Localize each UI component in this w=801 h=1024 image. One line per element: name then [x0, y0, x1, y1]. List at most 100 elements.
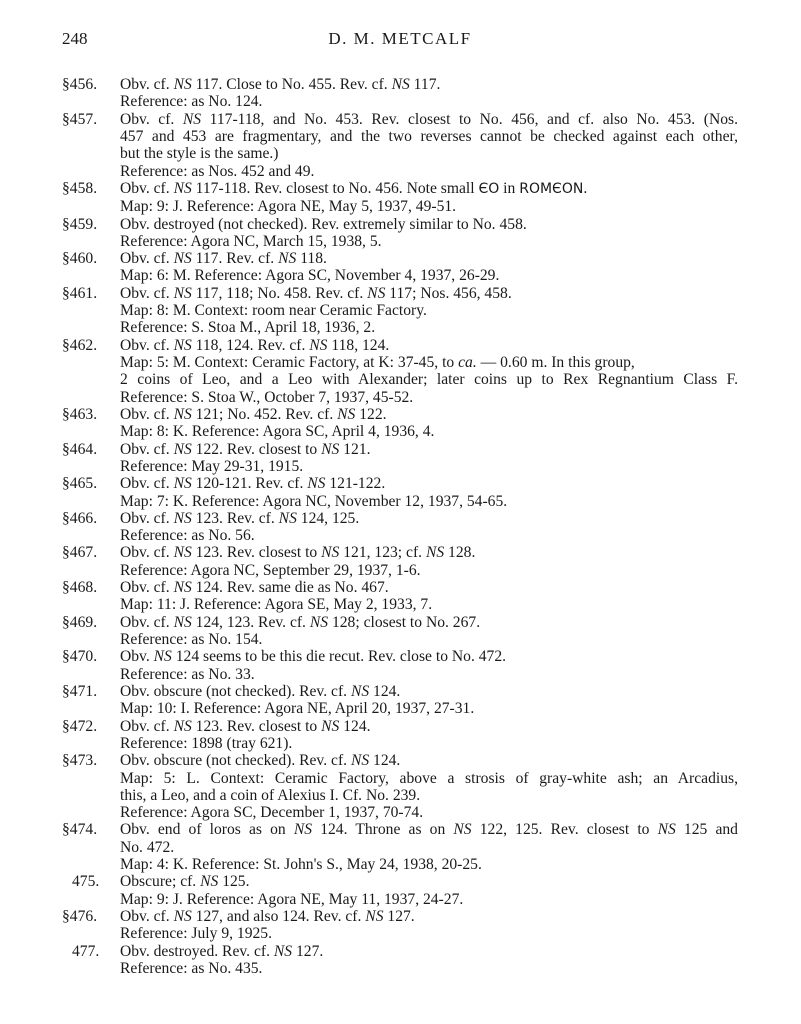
- catalogue-entry: 477. Obv. destroyed. Rev. cf. NS 127. Refe…: [62, 943, 738, 978]
- italic-term: NS: [321, 544, 340, 562]
- entry-line: Obv. cf. NS 123. Rev. closest to NS 124.: [120, 717, 371, 735]
- italic-term: NS: [321, 440, 340, 458]
- entry-number: §465.: [62, 475, 98, 493]
- entry-line: Obv. cf. NS 117-118, and No. 453. Rev. c…: [120, 110, 738, 128]
- italic-term: NS: [173, 284, 192, 302]
- catalogue-entry: §467. Obv. cf. NS 123. Rev. closest to NS…: [62, 544, 738, 579]
- entry-line: Reference: S. Stoa M., April 18, 1936, 2…: [120, 319, 376, 337]
- entry-line: Obv. obscure (not checked). Rev. cf. NS …: [120, 682, 401, 700]
- entry-number: §457.: [62, 110, 98, 128]
- italic-term: NS: [321, 717, 340, 735]
- entry-line: Obv. destroyed. Rev. cf. NS 127.: [120, 942, 324, 960]
- entry-number: §462.: [62, 336, 98, 354]
- italic-term: NS: [173, 250, 192, 268]
- entry-line: Reference: as No. 56.: [120, 527, 255, 545]
- italic-term: NS: [350, 682, 370, 700]
- italic-term: NS: [173, 76, 192, 93]
- italic-term: NS: [173, 544, 192, 562]
- entry-number: 475.: [72, 873, 100, 891]
- entry-number: §459.: [62, 215, 98, 233]
- catalogue-entries: §456. Obv. cf. NS 117. Close to No. 455. …: [62, 76, 738, 977]
- entry-number: §476.: [62, 908, 98, 925]
- entry-line: Obv. cf. NS 122. Rev. closest to NS 121.: [120, 440, 371, 458]
- italic-term: NS: [173, 579, 192, 597]
- entry-line: Reference: as No. 435.: [120, 959, 263, 977]
- entry-number: §468.: [62, 579, 98, 597]
- entry-number: §467.: [62, 544, 98, 562]
- italic-term: NS: [173, 717, 192, 735]
- italic-term: NS: [173, 336, 192, 354]
- entry-line: Obscure; cf. NS 125.: [120, 873, 250, 891]
- entry-line: Reference: May 29-31, 1915.: [120, 457, 304, 475]
- italic-term: NS: [425, 544, 445, 562]
- running-head: D. M. METCALF: [328, 29, 472, 48]
- entry-line: Reference: Agora NC, September 29, 1937,…: [120, 561, 421, 579]
- italic-term: NS: [173, 613, 192, 631]
- catalogue-entry: §473. Obv. obscure (not checked). Rev. cf…: [62, 752, 738, 821]
- italic-term: NS: [173, 440, 192, 458]
- inscription-text: ЄO: [478, 180, 500, 197]
- entry-line: Reference: as Nos. 452 and 49.: [120, 162, 315, 180]
- italic-term: NS: [453, 821, 472, 839]
- entry-line: Map: 8: K. Reference: Agora SC, April 4,…: [120, 423, 435, 441]
- entry-number: §463.: [62, 405, 98, 423]
- catalogue-entry: §468. Obv. cf. NS 124. Rev. same die as N…: [62, 579, 738, 614]
- entry-line: Obv. cf. NS 120-121. Rev. cf. NS 121-122…: [120, 475, 386, 493]
- entry-line: but the style is the same.): [120, 145, 279, 163]
- entry-line: Reference: 1898 (tray 621).: [120, 734, 293, 752]
- entry-number: §474.: [62, 821, 98, 839]
- catalogue-entry: §463. Obv. cf. NS 121; No. 452. Rev. cf. …: [62, 406, 738, 441]
- entry-line: Obv. cf. NS 117. Close to No. 455. Rev. …: [120, 76, 441, 93]
- catalogue-entry: §470. Obv. NS 124 seems to be this die re…: [62, 648, 738, 683]
- entry-line: Map: 9: J. Reference: Agora NE, May 11, …: [120, 890, 464, 908]
- italic-term: NS: [278, 250, 297, 268]
- catalogue-entry: §462. Obv. cf. NS 118, 124. Rev. cf. NS 1…: [62, 337, 738, 406]
- italic-term: NS: [309, 336, 328, 354]
- italic-term: NS: [307, 475, 326, 493]
- catalogue-entry: §472. Obv. cf. NS 123. Rev. closest to NS…: [62, 718, 738, 753]
- catalogue-entry: §461. Obv. cf. NS 117, 118; No. 458. Rev.…: [62, 285, 738, 337]
- catalogue-entry: §471. Obv. obscure (not checked). Rev. cf…: [62, 683, 738, 718]
- entry-number: §460.: [62, 250, 98, 268]
- entry-line: Obv. cf. NS 123. Rev. cf. NS 124, 125.: [120, 509, 360, 527]
- italic-term: NS: [173, 908, 192, 925]
- catalogue-entry: 475. Obscure; cf. NS 125. Map: 9: J. Refer…: [62, 873, 738, 908]
- entry-line: Reference: as No. 154.: [120, 631, 263, 648]
- italic-term: NS: [309, 613, 329, 631]
- italic-term: NS: [337, 405, 356, 423]
- catalogue-entry: §456. Obv. cf. NS 117. Close to No. 455. …: [62, 76, 738, 111]
- entry-line: Reference: Agora NC, March 15, 1938, 5.: [120, 232, 382, 250]
- entry-line: Obv. cf. NS 121; No. 452. Rev. cf. NS 12…: [120, 405, 387, 423]
- entry-line: this, a Leo, and a coin of Alexius I. Cf…: [120, 786, 421, 804]
- entry-line: Obv. cf. NS 117, 118; No. 458. Rev. cf. …: [120, 284, 512, 302]
- entry-number: §456.: [62, 76, 98, 93]
- entry-number: 477.: [72, 942, 100, 960]
- entry-number: §466.: [62, 509, 98, 527]
- entry-line: Map: 5: L. Context: Ceramic Factory, abo…: [120, 769, 738, 787]
- catalogue-entry: §458. Obv. cf. NS 117-118. Rev. closest t…: [62, 180, 738, 216]
- entry-line: Map: 8: M. Context: room near Ceramic Fa…: [120, 302, 427, 320]
- entry-line: Map: 5: M. Context: Ceramic Factory, at …: [120, 354, 635, 371]
- catalogue-entry: §474. Obv. end of loros as on NS 124. Thr…: [62, 821, 738, 873]
- catalogue-entry: §476. Obv. cf. NS 127, and also 124. Rev.…: [62, 908, 738, 943]
- italic-term: NS: [391, 76, 410, 93]
- italic-term: NS: [200, 873, 219, 891]
- entry-line: Obv. end of loros as on NS 124. Throne a…: [120, 821, 738, 839]
- entry-line: Obv. cf. NS 117. Rev. cf. NS 118.: [120, 250, 327, 268]
- catalogue-entry: §469. Obv. cf. NS 124, 123. Rev. cf. NS 1…: [62, 614, 738, 649]
- entry-number: §469.: [62, 613, 98, 631]
- entry-line: Obv. cf. NS 124, 123. Rev. cf. NS 128; c…: [120, 613, 481, 631]
- italic-term: NS: [273, 942, 293, 960]
- italic-term: NS: [173, 509, 192, 527]
- catalogue-entry: §460. Obv. cf. NS 117. Rev. cf. NS 118. Ma…: [62, 250, 738, 285]
- entry-line: Reference: as No. 33.: [120, 665, 255, 683]
- entry-line: Map: 7: K. Reference: Agora NC, November…: [120, 492, 508, 510]
- catalogue-entry: §459. Obv. destroyed (not checked). Rev. …: [62, 216, 738, 251]
- entry-number: §461.: [62, 284, 98, 302]
- entry-line: Obv. cf. NS 127, and also 124. Rev. cf. …: [120, 908, 415, 925]
- entry-line: Map: 6: M. Reference: Agora SC, November…: [120, 267, 500, 285]
- entry-line: Obv. obscure (not checked). Rev. cf. NS …: [120, 752, 401, 770]
- entry-number: §473.: [62, 752, 98, 770]
- italic-term: NS: [182, 110, 202, 128]
- entry-number: §472.: [62, 717, 98, 735]
